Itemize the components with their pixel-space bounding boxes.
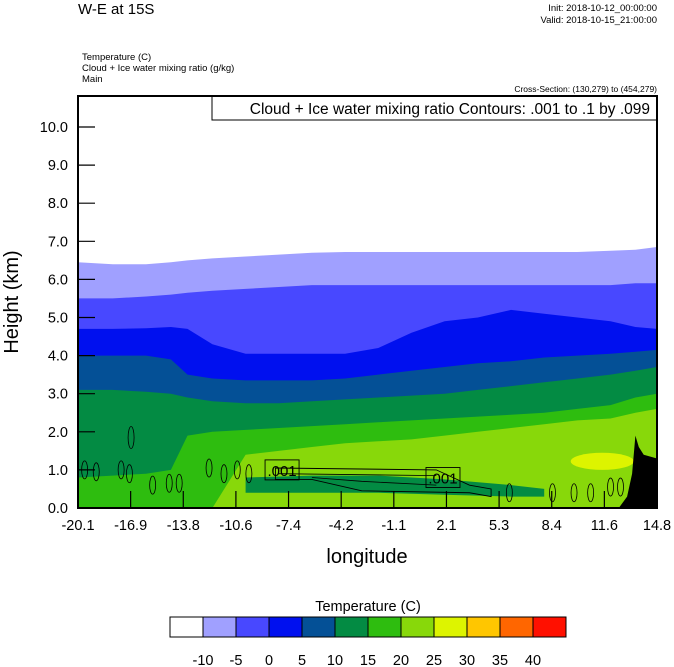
y-tick-label: 6.0 bbox=[48, 272, 68, 288]
cloud-contour-cell bbox=[165, 473, 173, 493]
cloud-contour-band bbox=[274, 467, 492, 498]
cloud-contour-cell bbox=[617, 477, 624, 497]
warm-region-25 bbox=[570, 452, 634, 470]
colorbar-swatch bbox=[532, 616, 567, 638]
y-tick-label: 7.0 bbox=[48, 234, 68, 250]
cloud-contour-cell bbox=[505, 483, 513, 503]
y-tick-label: 8.0 bbox=[48, 196, 68, 212]
cloud-contour-cell bbox=[126, 464, 133, 484]
cloud-contour-cell bbox=[149, 475, 157, 495]
x-tick-label: -20.1 bbox=[61, 518, 94, 534]
y-tick-label: 2.0 bbox=[48, 425, 68, 441]
colorbar-swatch bbox=[301, 616, 336, 638]
y-axis: 0.0 1.0 2.0 3.0 4.0 5.0 6.0 7.0 8.0 9.0 10.0 bbox=[40, 120, 95, 517]
colorbar-swatch bbox=[466, 616, 501, 638]
terrain bbox=[618, 435, 657, 508]
colorbar-swatch bbox=[499, 616, 534, 638]
colorbar-swatch bbox=[202, 616, 237, 638]
cloud-contour-line bbox=[278, 473, 437, 486]
cloud-contour-cell bbox=[92, 462, 100, 482]
x-tick-label: 14.8 bbox=[643, 518, 671, 534]
temperature-band-20 bbox=[78, 408, 657, 508]
colorbar-swatch bbox=[400, 616, 435, 638]
x-tick-label: -10.6 bbox=[219, 518, 252, 534]
valid-time: Valid: 2018-10-15_21:00:00 bbox=[540, 15, 657, 26]
y-tick-label: 4.0 bbox=[48, 349, 68, 365]
plot-frame bbox=[77, 95, 658, 509]
colorbar-label: 20 bbox=[393, 653, 409, 667]
y-tick-label: 10.0 bbox=[40, 120, 68, 136]
x-tick-label: 8.4 bbox=[542, 518, 562, 534]
colorbar-label: 35 bbox=[492, 653, 508, 667]
cloud-contour-cell bbox=[607, 477, 614, 497]
colorbar-swatch bbox=[433, 616, 468, 638]
x-tick-label: 2.1 bbox=[436, 518, 456, 534]
x-axis: -20.1 -16.9 -13.8 -10.6 -7.4 -4.2 -1.1 2.1 5.3 8.… bbox=[61, 491, 671, 534]
colorbar-label: 30 bbox=[459, 653, 475, 667]
cloud-contour-cell bbox=[245, 464, 253, 484]
y-axis-title: Height (km) bbox=[1, 250, 23, 353]
init-time: Init: 2018-10-12_00:00:00 bbox=[548, 3, 657, 14]
colorbar-label: 40 bbox=[525, 653, 541, 667]
cloud-contour-cell bbox=[570, 483, 578, 503]
colorbar-swatch bbox=[169, 616, 204, 638]
field-label-main: Main bbox=[82, 74, 103, 85]
y-tick-label: 3.0 bbox=[48, 387, 68, 403]
colorbar-swatch bbox=[235, 616, 270, 638]
y-tick-label: 0.0 bbox=[48, 501, 68, 517]
x-tick-label: -16.9 bbox=[114, 518, 147, 534]
cloud-contour-cell bbox=[233, 460, 241, 480]
colorbar-label: 15 bbox=[360, 653, 376, 667]
field-label-temperature: Temperature (C) bbox=[82, 52, 151, 63]
cloud-contour-cell bbox=[175, 473, 183, 493]
colorbar-label: -10 bbox=[193, 653, 214, 667]
contour-label: .001 bbox=[267, 463, 296, 480]
colorbar-title: Temperature (C) bbox=[315, 599, 421, 615]
colorbar-label: 0 bbox=[265, 653, 273, 667]
colorbar-label: 25 bbox=[426, 653, 442, 667]
field-label-cloud: Cloud + Ice water mixing ratio (g/kg) bbox=[82, 63, 234, 74]
colorbar-label: -5 bbox=[230, 653, 243, 667]
x-tick-label: 11.6 bbox=[591, 518, 618, 534]
cloud-contour-cell bbox=[117, 460, 125, 480]
plot-area: .001 .001 bbox=[78, 96, 657, 508]
x-tick-label: -4.2 bbox=[329, 518, 354, 534]
x-tick-label: -7.4 bbox=[276, 518, 301, 534]
colorbar-label: 5 bbox=[298, 653, 306, 667]
colorbar-swatch bbox=[334, 616, 369, 638]
cross-section-label: Cross-Section: (130,279) to (454,279) bbox=[514, 84, 657, 94]
x-axis-title: longitude bbox=[326, 546, 407, 568]
contour-legend-box bbox=[211, 95, 658, 121]
contour-legend: Cloud + Ice water mixing ratio Contours:… bbox=[250, 101, 650, 118]
y-tick-label: 1.0 bbox=[48, 463, 68, 479]
y-tick-label: 5.0 bbox=[48, 311, 68, 327]
cloud-contour-cell bbox=[127, 426, 135, 449]
cloud-contour-cell bbox=[205, 458, 213, 478]
contour-label-box bbox=[425, 467, 461, 488]
cloud-contour-cell bbox=[220, 464, 228, 484]
plot-title: W-E at 15S bbox=[78, 1, 154, 18]
contour-label: .001 bbox=[428, 471, 457, 488]
contour-label-box bbox=[264, 459, 300, 481]
near-surface-layer bbox=[245, 475, 545, 497]
x-tick-label: -1.1 bbox=[381, 518, 406, 534]
colorbar-swatch bbox=[367, 616, 402, 638]
colorbar-swatch bbox=[268, 616, 303, 638]
cloud-contour-cell bbox=[549, 483, 556, 503]
cloud-contour-cell bbox=[587, 483, 595, 503]
colorbar: -10 -5 0 5 10 15 20 25 30 35 40 bbox=[169, 616, 567, 667]
x-tick-label: 5.3 bbox=[489, 518, 509, 534]
y-tick-label: 9.0 bbox=[48, 158, 68, 174]
colorbar-label: 10 bbox=[327, 653, 343, 667]
x-tick-label: -13.8 bbox=[167, 518, 200, 534]
